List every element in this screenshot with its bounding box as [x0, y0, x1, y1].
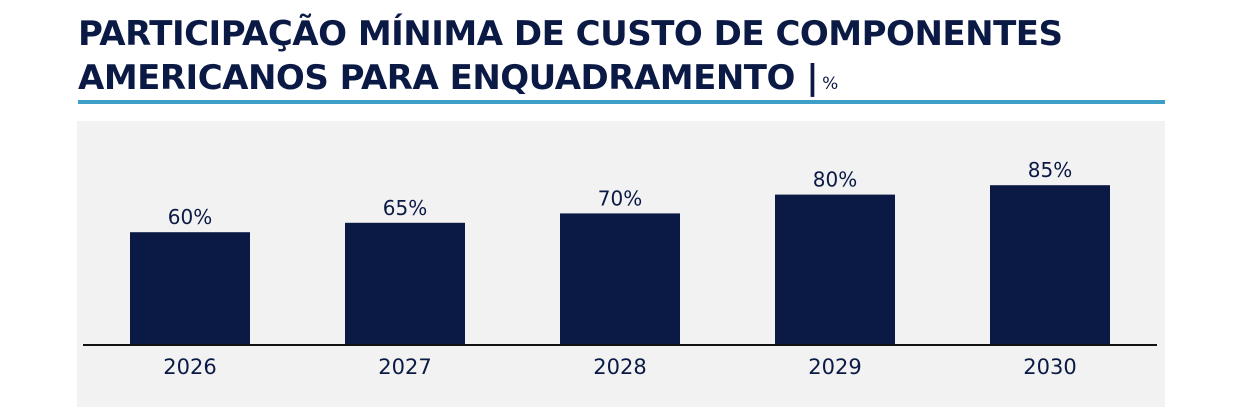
bar-2028 [560, 213, 680, 345]
chart-title-line-1: PARTICIPAÇÃO MÍNIMA DE CUSTO DE COMPONEN… [78, 14, 1063, 54]
x-tick-label-2030: 2030 [1023, 355, 1076, 379]
x-tick-label-2027: 2027 [378, 355, 431, 379]
bar-2029 [775, 194, 895, 345]
data-label-2029: 80% [813, 168, 857, 192]
bar-chart: 60% 2026 65% 2027 70% 2028 80% 2029 85% 2030 [83, 158, 1157, 379]
chart-title-line-2: AMERICANOS PARA ENQUADRAMENTO |% [78, 56, 1168, 106]
chart-title-line-2-text: AMERICANOS PARA ENQUADRAMENTO | [78, 58, 819, 98]
chart-title: PARTICIPAÇÃO MÍNIMA DE CUSTO DE COMPONEN… [78, 12, 1168, 106]
title-accent-rule [78, 100, 1165, 104]
x-tick-label-2028: 2028 [593, 355, 646, 379]
x-tick-label-2029: 2029 [808, 355, 861, 379]
data-label-2028: 70% [598, 186, 642, 210]
x-tick-label-2026: 2026 [163, 355, 216, 379]
bar-2030 [990, 185, 1110, 345]
bar-2027 [345, 222, 465, 345]
data-label-2030: 85% [1028, 158, 1072, 182]
chart-title-unit: % [822, 74, 839, 94]
data-label-2026: 60% [168, 205, 212, 229]
bar-2026 [130, 232, 250, 345]
plot-area: 60% 2026 65% 2027 70% 2028 80% 2029 85% 2030 [77, 121, 1165, 407]
data-label-2027: 65% [383, 196, 427, 220]
